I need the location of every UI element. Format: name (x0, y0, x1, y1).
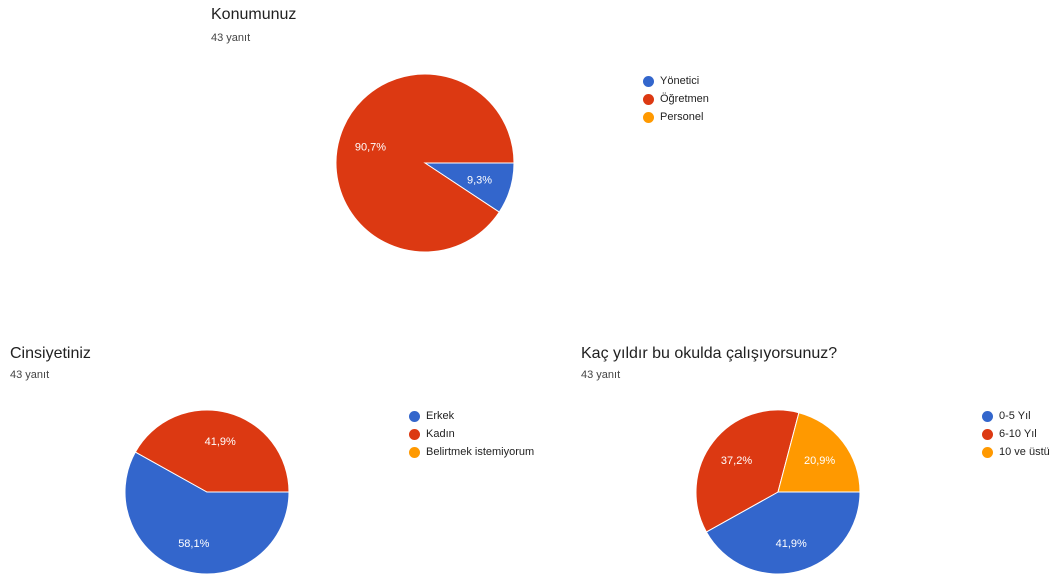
legend-item[interactable]: 6-10 Yıl (982, 425, 1050, 443)
legend-label: Belirtmek istemiyorum (426, 446, 535, 458)
legend-swatch-icon (643, 93, 654, 105)
chart-title: Konumunuz (211, 6, 297, 23)
legend-item[interactable]: Erkek (409, 407, 534, 425)
legend-label: 10 ve üstü (999, 446, 1050, 458)
legend-item[interactable]: Personel (643, 108, 709, 126)
legend: Yönetici Öğretmen Personel (643, 72, 709, 126)
chart-title: Cinsiyetiniz (10, 345, 91, 362)
legend-item[interactable]: Belirtmek istemiyorum (409, 443, 534, 461)
pie-slice-0-5-y-l[interactable] (705, 491, 861, 574)
legend-swatch-icon (643, 75, 654, 87)
legend-label: Erkek (426, 410, 455, 422)
legend-swatch-icon (982, 446, 993, 458)
pie-slice--retmen[interactable] (335, 73, 515, 253)
legend-label: 0-5 Yıl (999, 410, 1031, 422)
pie-slice-10-ve-st-[interactable] (777, 412, 861, 493)
legend-label: Öğretmen (660, 93, 709, 105)
slice-value-label: 58,1% (178, 538, 209, 550)
chart-subtitle: 43 yanıt (581, 369, 621, 381)
chart-title: Kaç yıldır bu okulda çalışıyorsunuz? (581, 345, 838, 362)
legend-swatch-icon (409, 410, 420, 422)
legend-item[interactable]: 10 ve üstü (982, 443, 1050, 461)
legend: 0-5 Yıl 6-10 Yıl 10 ve üstü (982, 407, 1050, 461)
legend-label: Personel (660, 111, 704, 123)
legend-label: 6-10 Yıl (999, 428, 1037, 440)
slice-value-label: 37,2% (721, 455, 752, 467)
slice-value-label: 41,9% (205, 436, 236, 448)
slice-value-label: 90,7% (355, 142, 386, 154)
legend-swatch-icon (982, 428, 993, 440)
legend-label: Yönetici (660, 75, 700, 87)
pie-slice-erkek[interactable] (124, 451, 290, 574)
slice-value-label: 20,9% (804, 455, 835, 467)
legend: Erkek Kadın Belirtmek istemiyorum (409, 407, 534, 461)
legend-swatch-icon (982, 410, 993, 422)
legend-swatch-icon (409, 428, 420, 440)
chart-subtitle: 43 yanıt (211, 32, 251, 44)
pie-chart: 41,9% 37,2% 20,9% (695, 409, 861, 574)
legend-swatch-icon (643, 111, 654, 123)
pie-slice-kad-n[interactable] (134, 409, 290, 493)
pie-chart: 9,3% 90,7% (335, 73, 515, 253)
legend-swatch-icon (409, 446, 420, 458)
pie-chart: 58,1% 41,9% (124, 409, 290, 574)
pie-slice-6-10-y-l[interactable] (695, 409, 800, 533)
chart-subtitle: 43 yanıt (10, 369, 50, 381)
slice-value-label: 41,9% (776, 538, 807, 550)
legend-item[interactable]: Yönetici (643, 72, 709, 90)
slice-value-label: 9,3% (467, 174, 492, 186)
legend-item[interactable]: Kadın (409, 425, 534, 443)
legend-item[interactable]: Öğretmen (643, 90, 709, 108)
legend-label: Kadın (426, 428, 455, 440)
legend-item[interactable]: 0-5 Yıl (982, 407, 1050, 425)
